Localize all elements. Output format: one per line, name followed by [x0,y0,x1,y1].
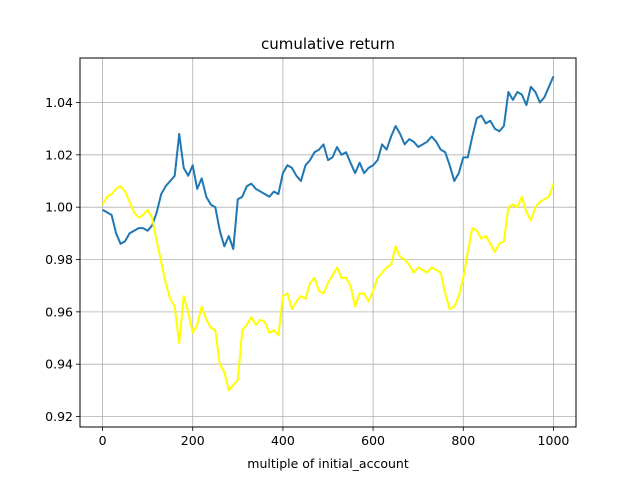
grid-layer [80,58,576,427]
y-tick-label: 0.96 [45,304,73,319]
x-tick-label: 400 [271,433,295,448]
x-tick-label: 200 [181,433,205,448]
y-tick-label: 0.98 [45,252,73,267]
series-line-1 [102,75,555,250]
series-line-2 [101,183,555,392]
y-tick-label: 0.94 [45,357,73,372]
x-tick-label: 0 [99,433,107,448]
plot-frame [79,57,577,428]
x-axis-label: multiple of initial_account [247,456,409,471]
series-layer [101,75,555,392]
y-tick-label: 0.92 [45,409,73,424]
x-tick-label: 600 [361,433,385,448]
plot-area-background [80,58,576,427]
x-tick-label: 1000 [538,433,570,448]
chart-title: cumulative return [261,35,395,53]
x-axis: 0 200 400 600 800 1000 [99,427,570,448]
y-tick-label: 1.00 [45,200,73,215]
y-tick-label: 1.04 [45,95,73,110]
y-tick-label: 1.02 [45,147,73,162]
x-tick-label: 800 [451,433,475,448]
y-axis: 0.92 0.94 0.96 0.98 1.00 1.02 1.04 [45,95,80,424]
